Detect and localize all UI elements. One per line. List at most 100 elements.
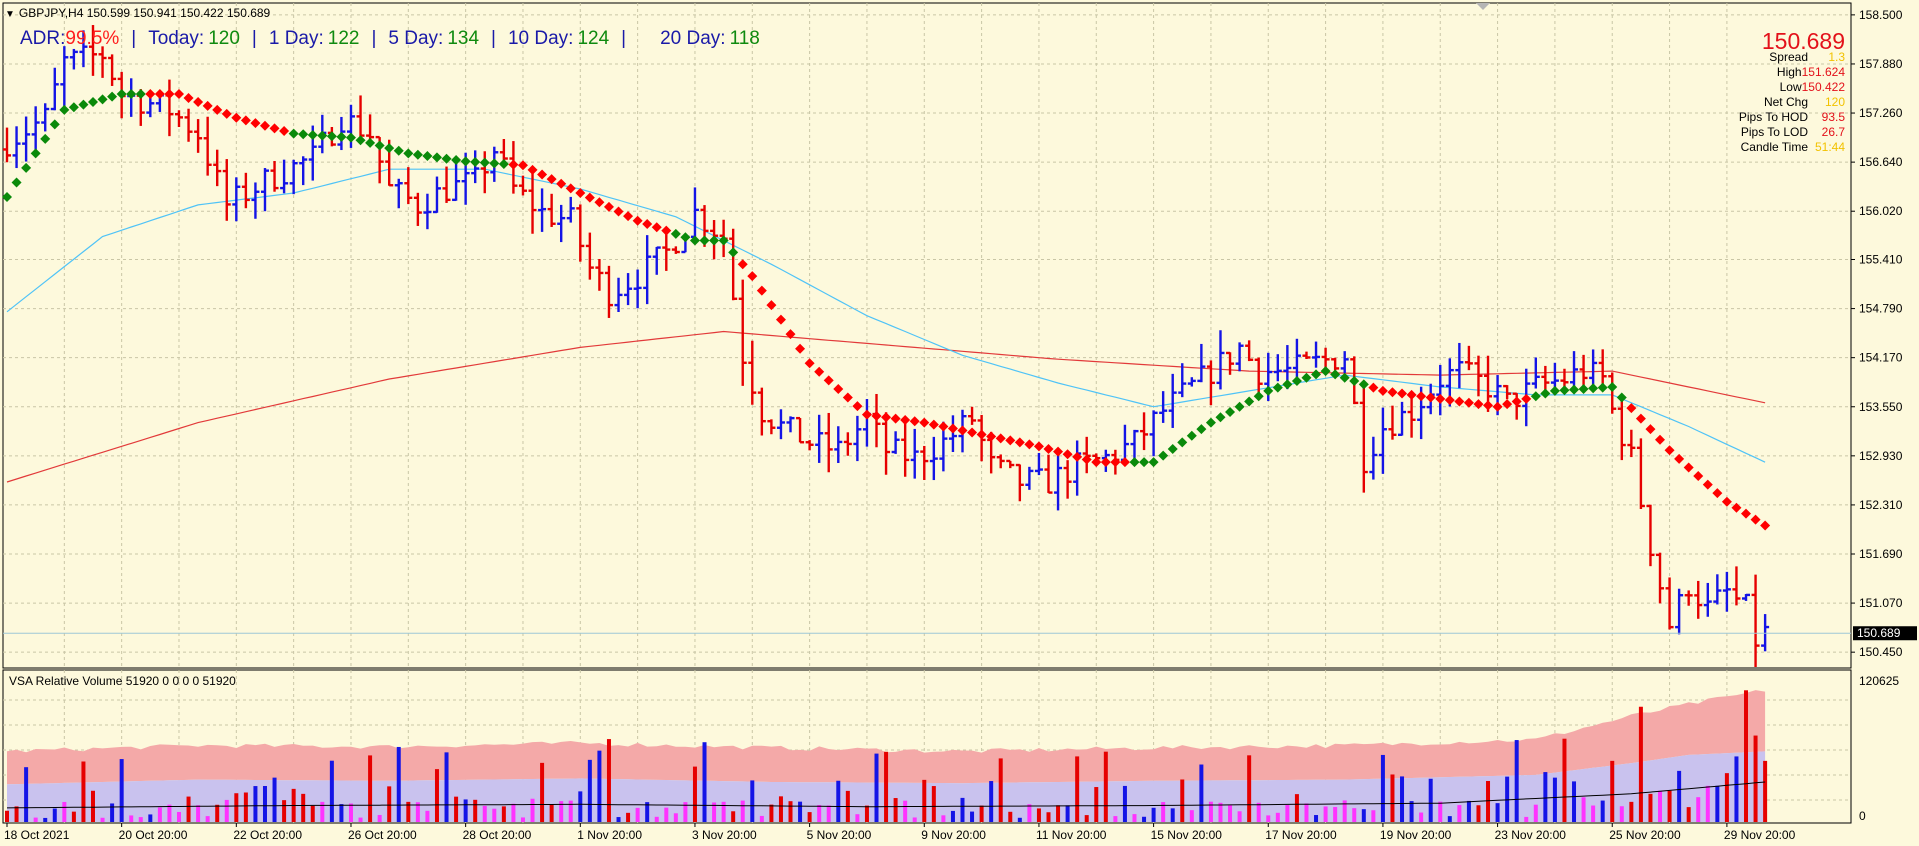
volume-bar: [1094, 787, 1099, 822]
fast-ma-dot-up: [1597, 382, 1608, 393]
bear-price-bar: [1140, 412, 1149, 451]
volume-bar: [5, 810, 9, 822]
bear-price-bar: [1388, 405, 1397, 440]
fast-ma-dot-up: [699, 235, 710, 246]
high-label: High: [1776, 65, 1802, 79]
fast-ma-dot-down: [594, 197, 605, 208]
fast-ma-dot-down: [1463, 397, 1474, 408]
adr-10day-label: 10 Day:: [507, 28, 574, 49]
bull-price-bar: [1216, 330, 1225, 390]
volume-bar: [530, 798, 535, 822]
fast-ma-dot-up: [11, 177, 22, 188]
bull-price-bar: [452, 159, 461, 202]
volume-bar: [568, 800, 573, 822]
fast-ma-dot-up: [1588, 383, 1599, 394]
bear-price-bar: [1646, 504, 1655, 567]
volume-bar: [1275, 812, 1280, 822]
volume-bar: [1495, 803, 1500, 822]
volume-bar: [1466, 800, 1471, 822]
bear-price-bar: [767, 419, 776, 435]
fast-ma-dot-up: [326, 131, 337, 142]
volume-bar: [396, 746, 401, 822]
fast-ma-dot-down: [928, 419, 939, 430]
volume-bar: [740, 800, 745, 822]
fast-ma-dot-up: [307, 129, 318, 140]
fast-ma-dot-up: [393, 145, 404, 156]
fast-ma-dot-down: [1750, 514, 1761, 525]
bear-price-bar: [824, 412, 833, 473]
volume-bar: [826, 805, 831, 822]
y-tick-label: 156.020: [1859, 204, 1903, 218]
mid-ma-line: [6, 168, 1766, 463]
bull-price-bar: [423, 193, 432, 230]
x-tick-label: 11 Nov 20:00: [1036, 828, 1107, 841]
volume-bar: [654, 816, 659, 822]
x-tick-label: 1 Nov 20:00: [577, 828, 642, 841]
volume-bar: [836, 780, 841, 822]
fast-ma-dot-down: [1033, 441, 1044, 452]
volume-bar: [520, 817, 525, 822]
fast-ma-dot-down: [508, 159, 519, 170]
fast-ma-dot-down: [1693, 471, 1704, 482]
fast-ma-dot-up: [1578, 383, 1589, 394]
volume-bar: [559, 801, 564, 822]
collapse-triangle-icon[interactable]: ▼: [5, 9, 15, 20]
fast-ma-dot-up: [1616, 392, 1627, 403]
bear-price-bar: [576, 204, 585, 262]
adr-separator: |: [621, 28, 627, 49]
bear-price-bar: [1245, 340, 1254, 362]
bull-price-bar: [776, 409, 785, 440]
volume-bar: [482, 805, 487, 822]
fast-ma-dot-down: [546, 174, 557, 185]
x-tick-label: 5 Nov 20:00: [807, 828, 872, 841]
adr-1day-value: 122: [327, 28, 360, 49]
volume-bar: [1008, 811, 1013, 822]
y-tick-label: 154.790: [1859, 302, 1903, 316]
fast-ma-dot-down: [967, 427, 978, 438]
y-tick-label: 157.260: [1859, 106, 1903, 120]
volume-bar: [950, 810, 955, 822]
fast-ma-dot-down: [1435, 393, 1446, 404]
fast-ma-dot-up: [1186, 430, 1197, 441]
volume-bar: [473, 799, 478, 822]
bear-price-bar: [88, 25, 97, 76]
fast-ma-dot-up: [718, 235, 729, 246]
fast-ma-dot-down: [575, 188, 586, 198]
volume-bar: [1218, 802, 1223, 822]
low-row: Low150.422: [1780, 80, 1845, 94]
volume-bar: [1323, 806, 1328, 822]
volume-bar: [1113, 816, 1118, 822]
bear-price-bar: [1560, 368, 1569, 389]
bull-price-bar: [31, 106, 40, 150]
volume-bar: [1065, 805, 1070, 822]
fast-ma-dot-down: [1760, 520, 1771, 531]
fast-ma-dot-up: [670, 228, 681, 239]
price-pane[interactable]: [2, 2, 1852, 669]
volume-bar: [1734, 756, 1739, 822]
fast-ma-dot-down: [1024, 439, 1035, 450]
volume-bar: [1352, 808, 1357, 822]
fast-ma-dot-up: [1234, 401, 1245, 412]
fast-ma-dot-up: [1301, 372, 1312, 383]
volume-bar: [1371, 810, 1376, 822]
bear-price-bar: [1206, 360, 1215, 406]
fast-ma-dot-down: [1502, 399, 1513, 410]
fast-ma-dot-up: [422, 151, 433, 162]
bull-price-bar: [260, 168, 269, 212]
fast-ma-dot-down: [900, 414, 911, 425]
fast-ma-dot-up: [30, 148, 41, 159]
volume-bar: [702, 742, 707, 822]
volume-bar: [1247, 755, 1252, 822]
bull-price-bar: [299, 156, 308, 186]
fast-ma-dot-down: [584, 192, 595, 203]
volume-bar: [1428, 778, 1433, 822]
volume-bar: [1084, 815, 1089, 822]
bull-price-bar: [1235, 342, 1244, 372]
adr-label: ADR:: [20, 28, 66, 49]
scroll-marker-icon[interactable]: [1476, 3, 1490, 10]
fast-ma-dot-down: [1377, 385, 1388, 396]
volume-bar: [759, 815, 764, 822]
bear-price-bar: [1302, 351, 1311, 360]
volume-bar: [788, 801, 793, 822]
